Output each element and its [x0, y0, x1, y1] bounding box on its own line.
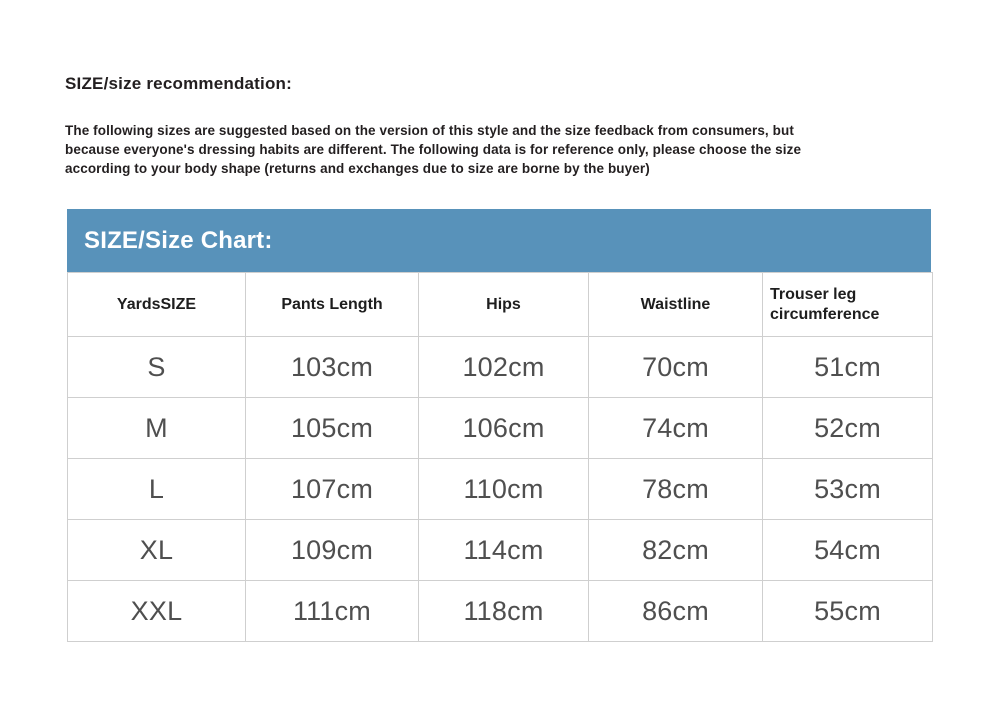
hips-cell: 102cm — [418, 336, 589, 398]
waistline-cell: 78cm — [588, 458, 763, 520]
intro-paragraph: The following sizes are suggested based … — [65, 121, 801, 178]
waistline-cell: 82cm — [588, 519, 763, 581]
table-row-s: S 103cm 102cm 70cm 51cm — [67, 336, 933, 398]
intro-line-1: The following sizes are suggested based … — [65, 123, 794, 138]
waistline-cell: 86cm — [588, 580, 763, 642]
column-header-pants-length: Pants Length — [245, 272, 419, 337]
leg-circumference-cell: 55cm — [762, 580, 933, 642]
size-cell: XXL — [67, 580, 246, 642]
hips-cell: 106cm — [418, 397, 589, 459]
leg-circumference-cell: 53cm — [762, 458, 933, 520]
column-header-size: YardsSIZE — [67, 272, 246, 337]
column-header-hips: Hips — [418, 272, 589, 337]
size-chart-banner: SIZE/Size Chart: — [67, 209, 931, 272]
waistline-cell: 74cm — [588, 397, 763, 459]
waistline-cell: 70cm — [588, 336, 763, 398]
size-cell: XL — [67, 519, 246, 581]
size-cell: M — [67, 397, 246, 459]
intro-line-2: because everyone's dressing habits are d… — [65, 142, 802, 157]
page-title: SIZE/size recommendation: — [65, 74, 292, 93]
banner-title: SIZE/Size Chart: — [84, 226, 273, 254]
intro-line-3: according to your body shape (returns an… — [65, 161, 650, 176]
table-row-xxl: XXL 111cm 118cm 86cm 55cm — [67, 580, 933, 642]
leg-circumference-cell: 51cm — [762, 336, 933, 398]
column-header-waistline: Waistline — [588, 272, 763, 337]
pants-length-cell: 109cm — [245, 519, 419, 581]
table-row-xl: XL 109cm 114cm 82cm 54cm — [67, 519, 933, 581]
pants-length-cell: 105cm — [245, 397, 419, 459]
pants-length-cell: 103cm — [245, 336, 419, 398]
hips-cell: 114cm — [418, 519, 589, 581]
table-header-row: YardsSIZE Pants Length Hips Waistline Tr… — [67, 272, 933, 337]
column-header-leg-circumference: Trouser leg circumference — [762, 272, 933, 337]
leg-circumference-cell: 52cm — [762, 397, 933, 459]
size-cell: S — [67, 336, 246, 398]
hips-cell: 118cm — [418, 580, 589, 642]
leg-circumference-cell: 54cm — [762, 519, 933, 581]
pants-length-cell: 111cm — [245, 580, 419, 642]
hips-cell: 110cm — [418, 458, 589, 520]
table-row-m: M 105cm 106cm 74cm 52cm — [67, 397, 933, 459]
table-row-l: L 107cm 110cm 78cm 53cm — [67, 458, 933, 520]
pants-length-cell: 107cm — [245, 458, 419, 520]
size-table: YardsSIZE Pants Length Hips Waistline Tr… — [67, 272, 933, 642]
size-cell: L — [67, 458, 246, 520]
